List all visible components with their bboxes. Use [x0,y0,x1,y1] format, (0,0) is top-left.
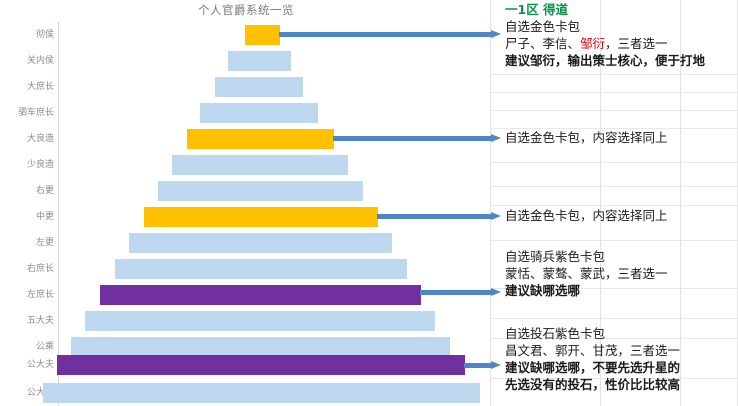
category-label: 左庶长 [26,290,54,300]
pyramid-chart: 个人官爵系统一览 彻侯 关内侯 大庶长 驷车庶长 大良造 少良造 右更 中更 左… [0,3,492,406]
bar-zuogeng[interactable] [129,233,392,253]
grid-line-horizontal [490,378,738,379]
annotation-line: 自选金色卡包，内容选择同上 [505,208,668,223]
bar-yougeng[interactable] [158,181,363,201]
chart-row: 中更 [0,204,492,230]
bar-wudafu[interactable] [85,311,435,331]
bar-sichesuzhang[interactable] [200,103,318,123]
grid-line-horizontal [490,338,738,339]
annotation-block-5: 自选投石紫色卡包 昌文君、郭开、甘茂，三者选一 建议缺哪选哪，不要先选升星的 先… [505,325,680,393]
chart-row: 彻侯 [0,22,492,48]
chart-row: 左更 [0,230,492,256]
grid-line-vertical [680,0,681,406]
chart-row: 大庶长 [0,74,492,100]
annotation-line: 蒙恬、蒙骜、蒙武，三者选一 [505,266,668,281]
bar-youshuzhang[interactable] [115,259,407,279]
chart-row: 右更 [0,178,492,204]
category-label: 驷车庶长 [17,108,54,118]
grid-line-horizontal [490,318,738,319]
category-label: 右庶长 [26,264,54,274]
arrow-head-icon [491,134,501,142]
bar-gongcheng[interactable] [71,337,450,357]
callout-arrow-4 [420,288,501,297]
grid-line-horizontal [490,288,738,289]
grid-line-horizontal [490,240,738,241]
annotation-advice: 建议缺哪选哪 [505,283,581,298]
chart-row: 五大夫 [0,308,492,334]
grid-line-vertical [490,0,491,406]
category-label: 大良造 [26,134,54,144]
category-label: 少良造 [26,160,54,170]
annotation-line: 自选骑兵紫色卡包 [505,249,606,264]
category-label: 公大夫 [26,388,54,398]
grid-line-horizontal [490,186,738,187]
arrow-head-icon [491,361,501,369]
bar-zhonggeng[interactable] [144,207,378,227]
category-label: 公乘 [35,342,54,352]
bar-guanneihou[interactable] [228,51,291,71]
category-label: 左更 [35,238,54,248]
grid-line-horizontal [490,205,738,206]
annotation-advice: 建议邹衍，输出策士核心，便于打地 [505,53,706,68]
annotation-block-3: 自选金色卡包，内容选择同上 [505,207,668,224]
annotation-line: 自选投石紫色卡包 [505,326,606,341]
annotation-header: 一1区 得道 [505,2,569,17]
bar-shaoliangzao[interactable] [172,155,348,175]
chart-title: 个人官爵系统一览 [198,3,294,17]
arrow-head-icon [491,212,501,220]
category-label: 五大夫 [26,316,54,326]
callout-arrow-1 [279,30,501,39]
chart-row: 公大夫 [0,380,492,406]
arrow-shaft [377,214,491,219]
category-axis-line [58,22,59,406]
grid-line-vertical [600,0,601,406]
annotation-line: 自选金色卡包，内容选择同上 [505,130,668,145]
category-label: 关内侯 [26,56,54,66]
arrow-head-icon [491,30,501,38]
category-label: 右更 [35,186,54,196]
annotation-block-2: 自选金色卡包，内容选择同上 [505,129,668,146]
arrow-shaft [279,32,491,37]
annotation-text: ，三者选一 [605,36,668,51]
annotation-highlight: 邹衍 [580,36,606,51]
grid-line-horizontal [490,110,738,111]
category-label: 彻侯 [35,30,54,40]
grid-line-horizontal [490,128,738,129]
chart-row: 右庶长 [0,256,492,282]
annotation-block-4: 自选骑兵紫色卡包 蒙恬、蒙骜、蒙武，三者选一 建议缺哪选哪 [505,248,668,299]
bar-daliangzao[interactable] [187,129,334,149]
bar-chehou[interactable] [245,25,280,45]
annotation-line: 尸子、李信、邹衍，三者选一 [505,35,705,52]
chart-row: 大良造 [0,126,492,152]
chart-row: 公大夫 [0,352,492,378]
annotation-text: 尸子、李信、 [505,36,581,51]
bar-base-bottom[interactable] [43,383,480,403]
chart-row: 关内侯 [0,48,492,74]
grid-line-horizontal [490,162,738,163]
bar-dashuzhang[interactable] [215,77,303,97]
category-label: 中更 [35,212,54,222]
grid-line-horizontal [490,74,738,75]
annotation-advice: 建议缺哪选哪，不要先选升星的 [505,360,681,375]
arrow-shaft [333,136,491,141]
category-label: 大庶长 [26,82,54,92]
callout-arrow-2 [333,134,501,143]
bar-zuoshuzhang[interactable] [100,285,421,305]
bar-gongdafu-purple[interactable] [57,355,465,375]
arrow-shaft [420,290,491,295]
annotation-line: 昌文君、郭开、甘茂，三者选一 [505,343,681,358]
chart-row: 公乘 [0,334,492,360]
grid-line-horizontal [490,92,738,93]
annotation-advice: 先选没有的投石，性价比比较高 [505,377,681,392]
chart-row: 少良造 [0,152,492,178]
arrow-head-icon [491,288,501,296]
annotation-block-1: 一1区 得道 自选金色卡包 尸子、李信、邹衍，三者选一 建议邹衍，输出策士核心，… [505,1,705,69]
callout-arrow-3 [377,212,501,221]
annotation-line: 自选金色卡包 [505,19,581,34]
chart-row: 左庶长 [0,282,492,308]
category-label: 公大夫 [26,360,54,370]
arrow-shaft [464,363,491,368]
callout-arrow-5 [464,361,501,370]
chart-row: 驷车庶长 [0,100,492,126]
